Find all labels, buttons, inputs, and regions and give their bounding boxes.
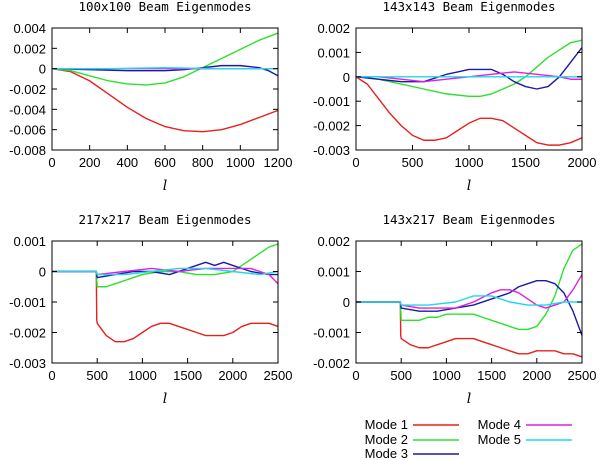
series-line-mode-5 [356,295,582,306]
legend-label: Mode 3 [365,446,408,460]
y-tick-label: 0.002 [317,234,350,249]
x-tick-label: 1000 [128,368,157,383]
legend-item-mode-5: Mode 5 [478,432,572,447]
series-line-mode-3 [356,47,582,90]
plot-frame [51,240,279,364]
panels: 100x100 Beam Eigenmodes 0 200 400 600 800 1000… [9,0,596,407]
x-axis-label: l [163,178,167,194]
y-tick-label: -0.004 [9,102,46,117]
series-line-mode-1 [356,76,582,146]
y-tick-label: 0.001 [317,45,350,60]
y-tick-label: 0.002 [317,21,350,36]
panel-1: 100x100 Beam Eigenmodes 0 200 400 600 800 1000… [9,0,292,194]
y-tick-label: -0.008 [9,143,46,158]
legend-item-mode-1: Mode 1 [365,417,459,432]
x-tick-label: 2500 [568,368,597,383]
panel-2: 143x143 Beam Eigenmodes 0 500 1000 1500 2000 -… [313,0,596,194]
series-line-mode-2 [356,243,582,331]
x-axis-label: l [467,391,471,407]
x-tick-label: 0 [48,155,55,170]
x-tick-label: 600 [154,155,176,170]
x-tick-label: 0 [352,155,359,170]
y-tick-label: 0.001 [13,234,46,249]
x-tick-label: 1200 [264,155,293,170]
series-line-mode-3 [356,279,582,336]
x-tick-label: 1500 [477,368,506,383]
x-tick-label: 0 [48,368,55,383]
plot-frame [355,27,583,151]
y-tick-label: -0.002 [313,119,350,134]
y-tick-label: 0.004 [13,21,46,36]
y-tick-label: 0 [39,62,46,77]
panel-title: 143x143 Beam Eigenmodes [382,0,555,14]
x-tick-label: 1000 [432,368,461,383]
x-axis-label: l [163,391,167,407]
legend-item-mode-3: Mode 3 [365,446,459,460]
series-line-mode-1 [52,270,278,343]
x-tick-label: 2000 [568,155,597,170]
legend-item-mode-4: Mode 4 [478,417,572,432]
x-tick-label: 800 [192,155,214,170]
series-line-mode-4 [52,267,278,285]
series-line-mode-1 [356,301,582,358]
y-tick-label: 0 [343,70,350,85]
plot-frame [51,27,279,151]
y-tick-label: -0.003 [9,356,46,371]
y-tick-label: 0.001 [317,265,350,280]
x-tick-label: 2000 [218,368,247,383]
legend-label: Mode 2 [365,432,408,447]
panel-title: 143x217 Beam Eigenmodes [382,212,555,227]
y-tick-label: -0.001 [313,326,350,341]
legend-item-mode-2: Mode 2 [365,432,459,447]
series-line-mode-2 [52,32,278,86]
y-tick-label: 0.002 [13,41,46,56]
y-tick-label: -0.001 [313,94,350,109]
panel-3: 217x217 Beam Eigenmodes 0 500 1000 1500 2000 2… [9,212,292,407]
x-tick-label: 1000 [455,155,484,170]
series-line-mode-5 [52,267,278,276]
x-tick-label: 500 [86,368,108,383]
x-tick-label: 200 [79,155,101,170]
x-tick-label: 500 [402,155,424,170]
legend-label: Mode 1 [365,417,408,432]
y-tick-label: 0 [343,295,350,310]
x-axis-label: l [467,178,471,194]
y-tick-label: 0 [39,265,46,280]
panel-title: 217x217 Beam Eigenmodes [78,212,251,227]
x-tick-label: 1500 [173,368,202,383]
y-tick-label: -0.002 [313,356,350,371]
series-line-mode-5 [52,66,278,70]
x-tick-label: 2000 [522,368,551,383]
y-tick-label: -0.002 [9,82,46,97]
x-tick-label: 400 [116,155,138,170]
panel-4: 143x217 Beam Eigenmodes 0 500 1000 1500 2000 2… [313,212,596,407]
legend-label: Mode 5 [478,432,521,447]
series-line-mode-2 [52,243,278,288]
series-line-mode-2 [356,39,582,98]
x-tick-label: 1000 [226,155,255,170]
y-tick-label: -0.002 [9,326,46,341]
y-tick-label: -0.006 [9,123,46,138]
x-tick-label: 0 [352,368,359,383]
legend-label: Mode 4 [478,417,521,432]
x-tick-label: 500 [390,368,412,383]
y-tick-label: -0.001 [9,295,46,310]
x-tick-label: 1500 [511,155,540,170]
series-line-mode-4 [356,274,582,309]
series-line-mode-1 [52,67,278,133]
x-tick-label: 2500 [264,368,293,383]
y-tick-label: -0.003 [313,143,350,158]
panel-title: 100x100 Beam Eigenmodes [78,0,251,14]
